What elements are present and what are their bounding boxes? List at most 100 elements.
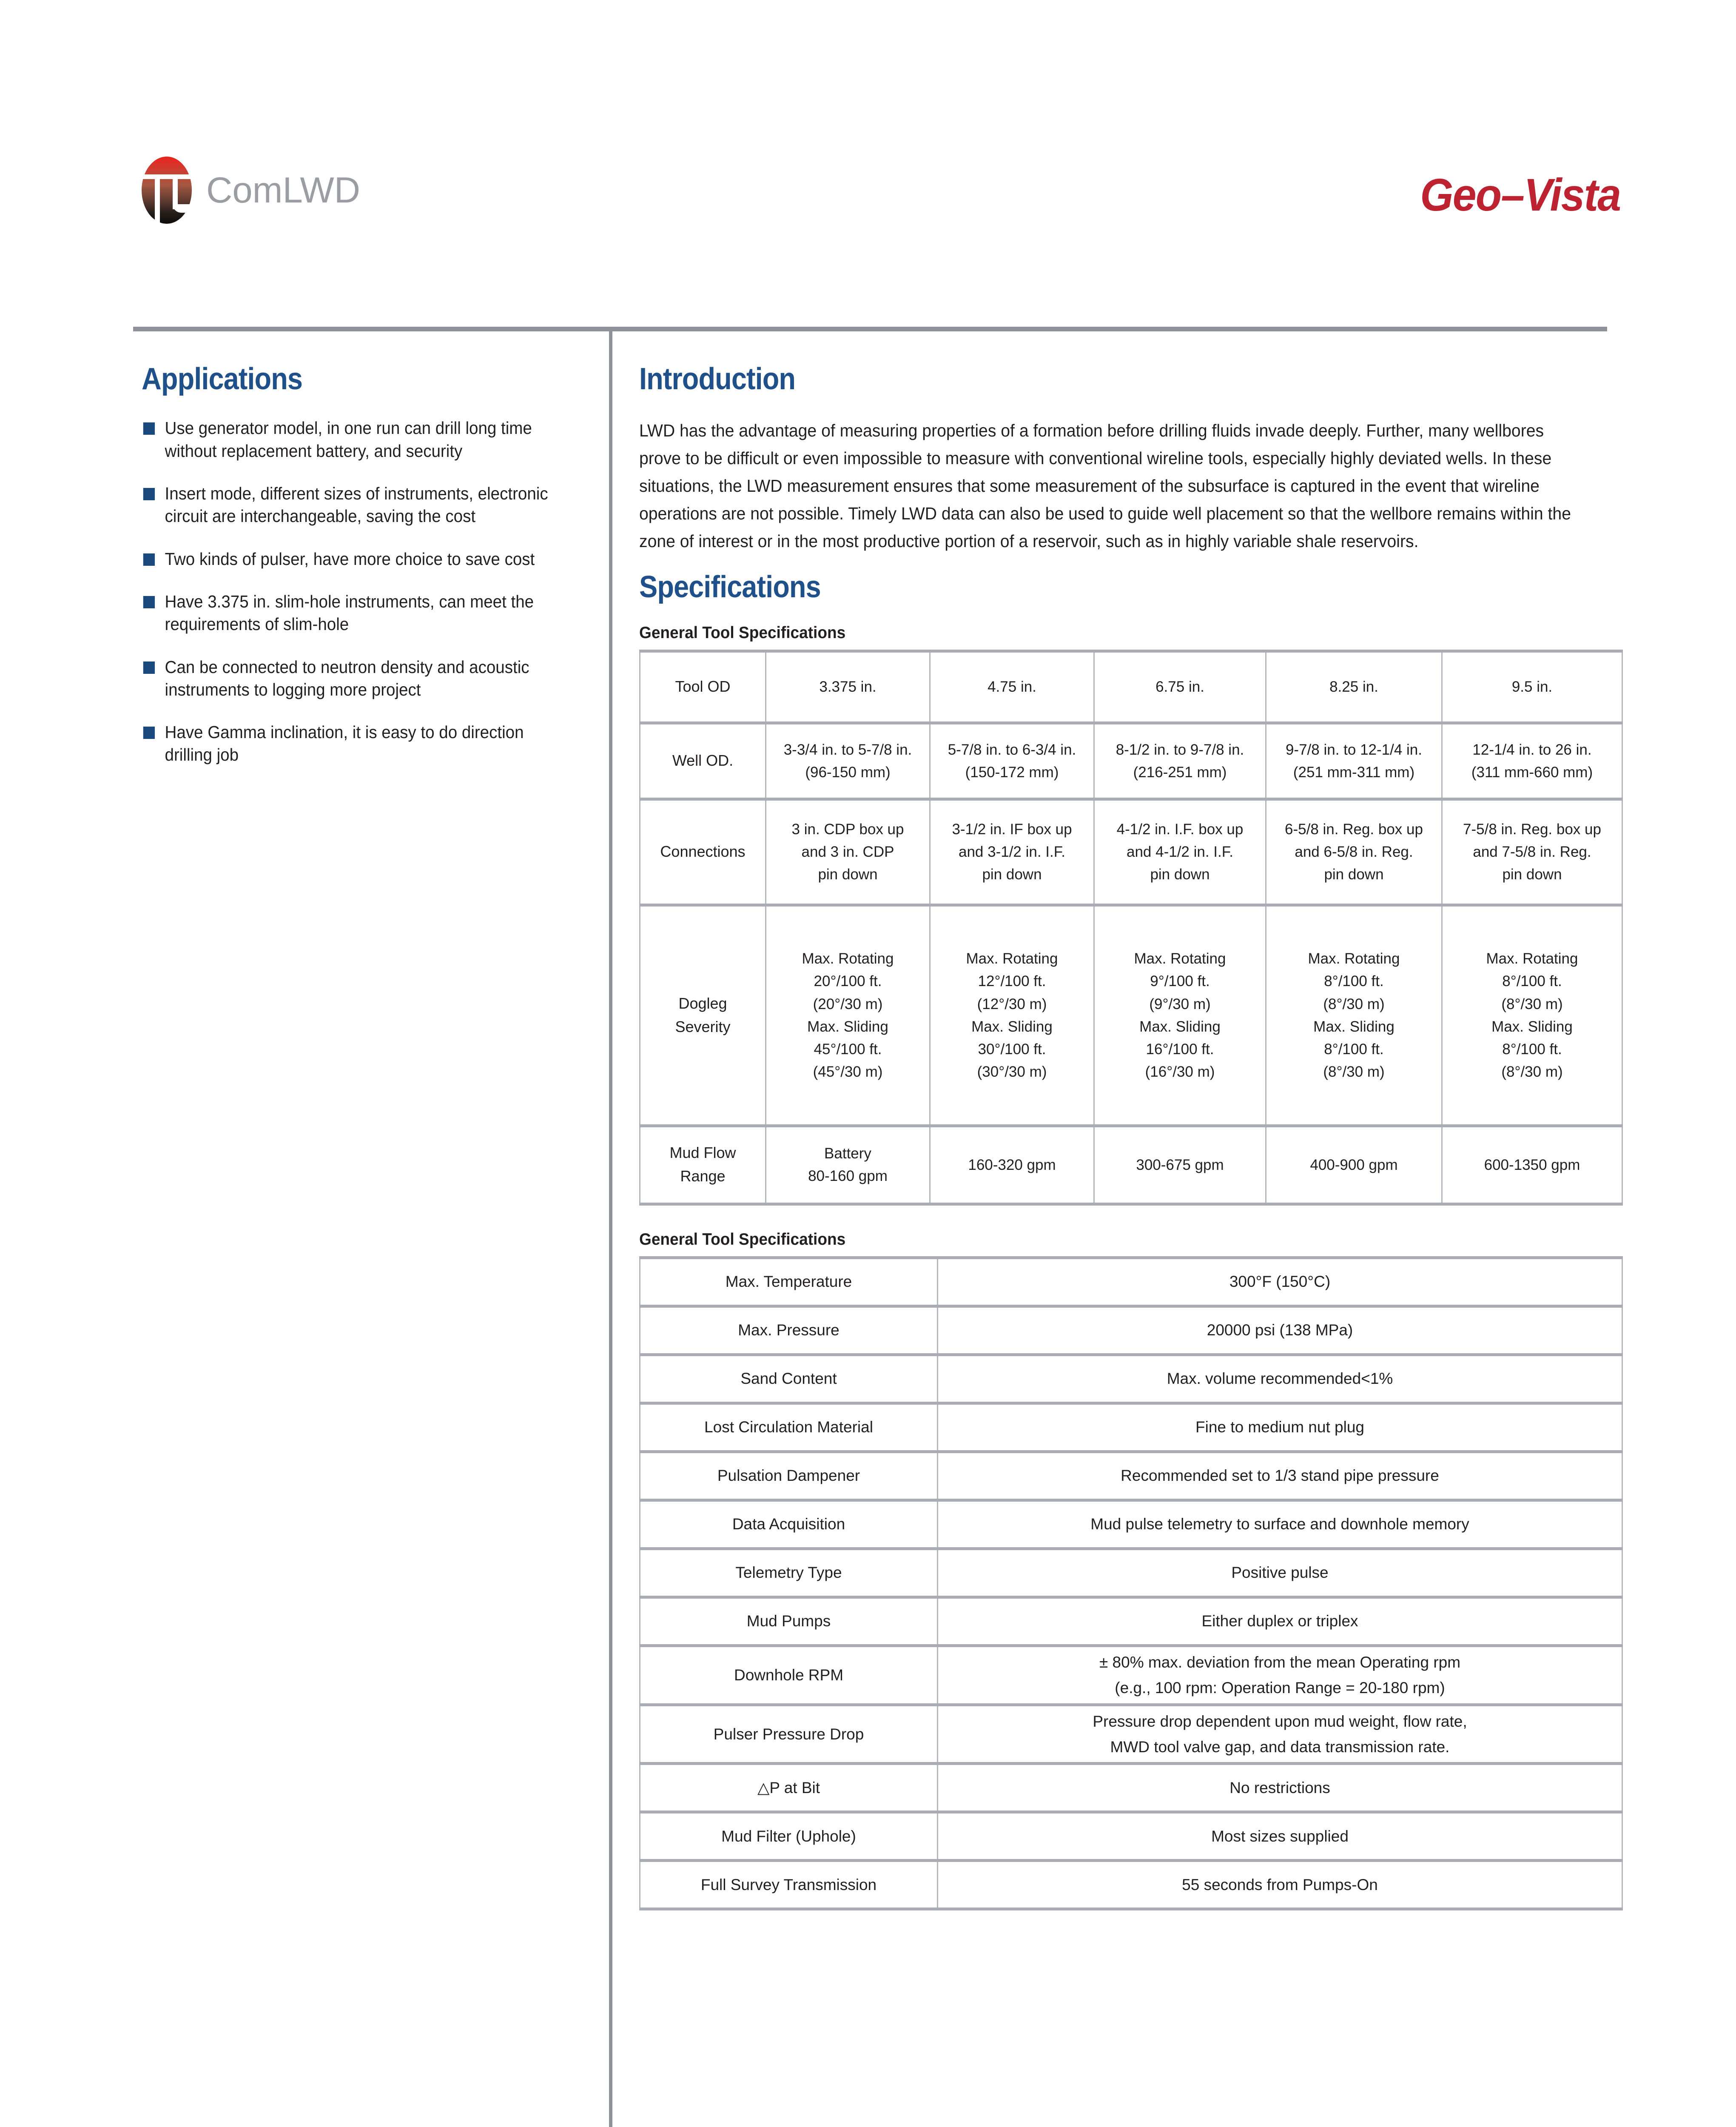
cell-well-od-5: 12-1/4 in. to 26 in. (311 mm-660 mm) [1441, 721, 1623, 801]
bullet-square-icon [143, 661, 155, 674]
bullet-text: Have 3.375 in. slim-hole instruments, ca… [165, 591, 534, 634]
introduction-column: Introduction LWD has the advantage of me… [639, 362, 1623, 1911]
row-key-mud-filter-uphole: Mud Filter (Uphole) [639, 1811, 938, 1862]
general-table-caption: General Tool Specifications [639, 1230, 846, 1249]
cell-well-od-3: 8-1/2 in. to 9-7/8 in. (216-251 mm) [1093, 721, 1266, 801]
cell-line: 8°/100 ft. [1324, 1041, 1384, 1058]
table-row: Pulser Pressure Drop Pressure drop depen… [639, 1703, 1623, 1765]
cell-line: 4-1/2 in. I.F. box up [1116, 821, 1244, 838]
cell-mud-5: 600-1350 gpm [1441, 1124, 1623, 1206]
cell-connections-2: 3-1/2 in. IF box up and 3-1/2 in. I.F. p… [929, 797, 1095, 907]
bullet-text: Can be connected to neutron density and … [165, 657, 529, 699]
introduction-paragraph: LWD has the advantage of measuring prope… [639, 421, 1571, 551]
tool-specifications-table: Tool OD 3.375 in. 4.75 in. 6.75 in. 8.25… [639, 649, 1623, 1206]
bullet-square-icon [143, 422, 155, 435]
row-key-max-pressure: Max. Pressure [639, 1304, 938, 1356]
cell-line: Dogleg [678, 994, 727, 1012]
comlwd-logo: ComLWD [142, 157, 361, 225]
cell-line: (251 mm-311 mm) [1293, 764, 1415, 781]
bullet-text: Have Gamma inclination, it is easy to do… [165, 722, 524, 765]
list-item: Insert mode, different sizes of instrume… [142, 482, 549, 528]
row-label-well-od: Well OD. [639, 721, 766, 801]
bullet-text: Two kinds of pulser, have more choice to… [165, 549, 535, 569]
cell-tool-od-4: 8.25 in. [1265, 649, 1443, 724]
cell-line: (30°/30 m) [977, 1064, 1047, 1081]
cell-line: 6-5/8 in. Reg. box up [1285, 821, 1423, 838]
row-value-downhole-rpm: ± 80% max. deviation from the mean Opera… [937, 1644, 1623, 1706]
row-key-max-temperature: Max. Temperature [639, 1256, 938, 1308]
header-divider-rule [133, 327, 1607, 331]
tool-table-caption: General Tool Specifications [639, 623, 846, 642]
table-row: Max. Temperature 300°F (150°C) [639, 1256, 1623, 1308]
cell-mud-4: 400-900 gpm [1265, 1124, 1443, 1206]
cell-line: 80-160 gpm [808, 1168, 888, 1185]
cell-tool-od-1: 3.375 in. [765, 649, 931, 724]
row-key-full-survey-transmission: Full Survey Transmission [639, 1859, 938, 1911]
cell-line: (12°/30 m) [977, 995, 1047, 1012]
table-row: Mud Flow Range Battery 80-160 gpm 160-32… [639, 1124, 1623, 1206]
cell-line: 12°/100 ft. [978, 973, 1046, 990]
row-value-lost-circulation-material: Fine to medium nut plug [937, 1401, 1623, 1453]
cell-tool-od-5: 9.5 in. [1441, 649, 1623, 724]
row-label-mud-flow-range: Mud Flow Range [639, 1124, 766, 1206]
cell-line: (311 mm-660 mm) [1471, 764, 1593, 781]
cell-dogleg-3: Max. Rotating 9°/100 ft. (9°/30 m) Max. … [1093, 903, 1266, 1127]
cell-line: 8-1/2 in. to 9-7/8 in. [1116, 741, 1244, 758]
logo-slit-right [173, 177, 178, 209]
table-row: Well OD. 3-3/4 in. to 5-7/8 in. (96-150 … [639, 721, 1623, 801]
row-value-delta-p-at-bit: No restrictions [937, 1762, 1623, 1814]
cell-connections-1: 3 in. CDP box up and 3 in. CDP pin down [765, 797, 931, 907]
row-key-lost-circulation-material: Lost Circulation Material [639, 1401, 938, 1453]
introduction-heading: Introduction [639, 362, 796, 396]
cell-line: (16°/30 m) [1145, 1064, 1215, 1081]
row-key-pulser-pressure-drop: Pulser Pressure Drop [639, 1703, 938, 1765]
cell-connections-3: 4-1/2 in. I.F. box up and 4-1/2 in. I.F.… [1093, 797, 1266, 907]
table-row: Tool OD 3.375 in. 4.75 in. 6.75 in. 8.25… [639, 649, 1623, 724]
table-row: Full Survey Transmission 55 seconds from… [639, 1859, 1623, 1911]
table-row: Data Acquisition Mud pulse telemetry to … [639, 1498, 1623, 1550]
cell-mud-3: 300-675 gpm [1093, 1124, 1266, 1206]
cell-line: and 7-5/8 in. Reg. [1473, 844, 1591, 861]
applications-heading: Applications [142, 362, 303, 396]
row-value-max-temperature: 300°F (150°C) [937, 1256, 1623, 1308]
cell-line: Battery [824, 1145, 871, 1162]
table-row: Pulsation Dampener Recommended set to 1/… [639, 1450, 1623, 1502]
cell-line: 3 in. CDP box up [791, 821, 904, 838]
cell-line: pin down [1150, 866, 1210, 883]
row-value-max-pressure: 20000 psi (138 MPa) [937, 1304, 1623, 1356]
cell-line: (216-251 mm) [1133, 764, 1227, 781]
logo-top-gap [142, 174, 192, 179]
table-row: Sand Content Max. volume recommended<1% [639, 1353, 1623, 1405]
list-item: Have 3.375 in. slim-hole instruments, ca… [142, 590, 549, 636]
table-row: Mud Pumps Either duplex or triplex [639, 1595, 1623, 1647]
bullet-square-icon [143, 553, 155, 566]
cell-line: 8°/100 ft. [1502, 1041, 1562, 1058]
row-label-connections: Connections [639, 797, 766, 907]
cell-line: Max. Rotating [802, 950, 894, 967]
brand-logo-geovista: Geo–Vista [1420, 169, 1621, 220]
row-key-delta-p-at-bit: △P at Bit [639, 1762, 938, 1814]
cell-well-od-1: 3-3/4 in. to 5-7/8 in. (96-150 mm) [765, 721, 931, 801]
logo-slit-left [155, 177, 160, 225]
table-row: Lost Circulation Material Fine to medium… [639, 1401, 1623, 1453]
cell-line: ± 80% max. deviation from the mean Opera… [1099, 1653, 1461, 1671]
cell-line: Max. Sliding [971, 1018, 1053, 1035]
row-key-sand-content: Sand Content [639, 1353, 938, 1405]
cell-line: (20°/30 m) [813, 995, 883, 1012]
product-name: ComLWD [206, 170, 361, 211]
cell-line: (150-172 mm) [965, 764, 1059, 781]
cell-line: 7-5/8 in. Reg. box up [1463, 821, 1601, 838]
cell-line: Max. Sliding [1491, 1018, 1573, 1035]
cell-line: 45°/100 ft. [814, 1041, 882, 1058]
bullet-square-icon [143, 727, 155, 739]
cell-dogleg-2: Max. Rotating 12°/100 ft. (12°/30 m) Max… [929, 903, 1095, 1127]
cell-line: Max. Sliding [1139, 1018, 1221, 1035]
cell-line: and 3-1/2 in. I.F. [959, 844, 1065, 861]
cell-line: 12-1/4 in. to 26 in. [1472, 741, 1592, 758]
cell-line: (8°/30 m) [1501, 995, 1563, 1012]
general-specifications-table: Max. Temperature 300°F (150°C) Max. Pres… [639, 1256, 1623, 1911]
row-value-telemetry-type: Positive pulse [937, 1547, 1623, 1599]
cell-line: 3-3/4 in. to 5-7/8 in. [783, 741, 912, 758]
row-key-mud-pumps: Mud Pumps [639, 1595, 938, 1647]
cell-line: Max. Sliding [1313, 1018, 1394, 1035]
